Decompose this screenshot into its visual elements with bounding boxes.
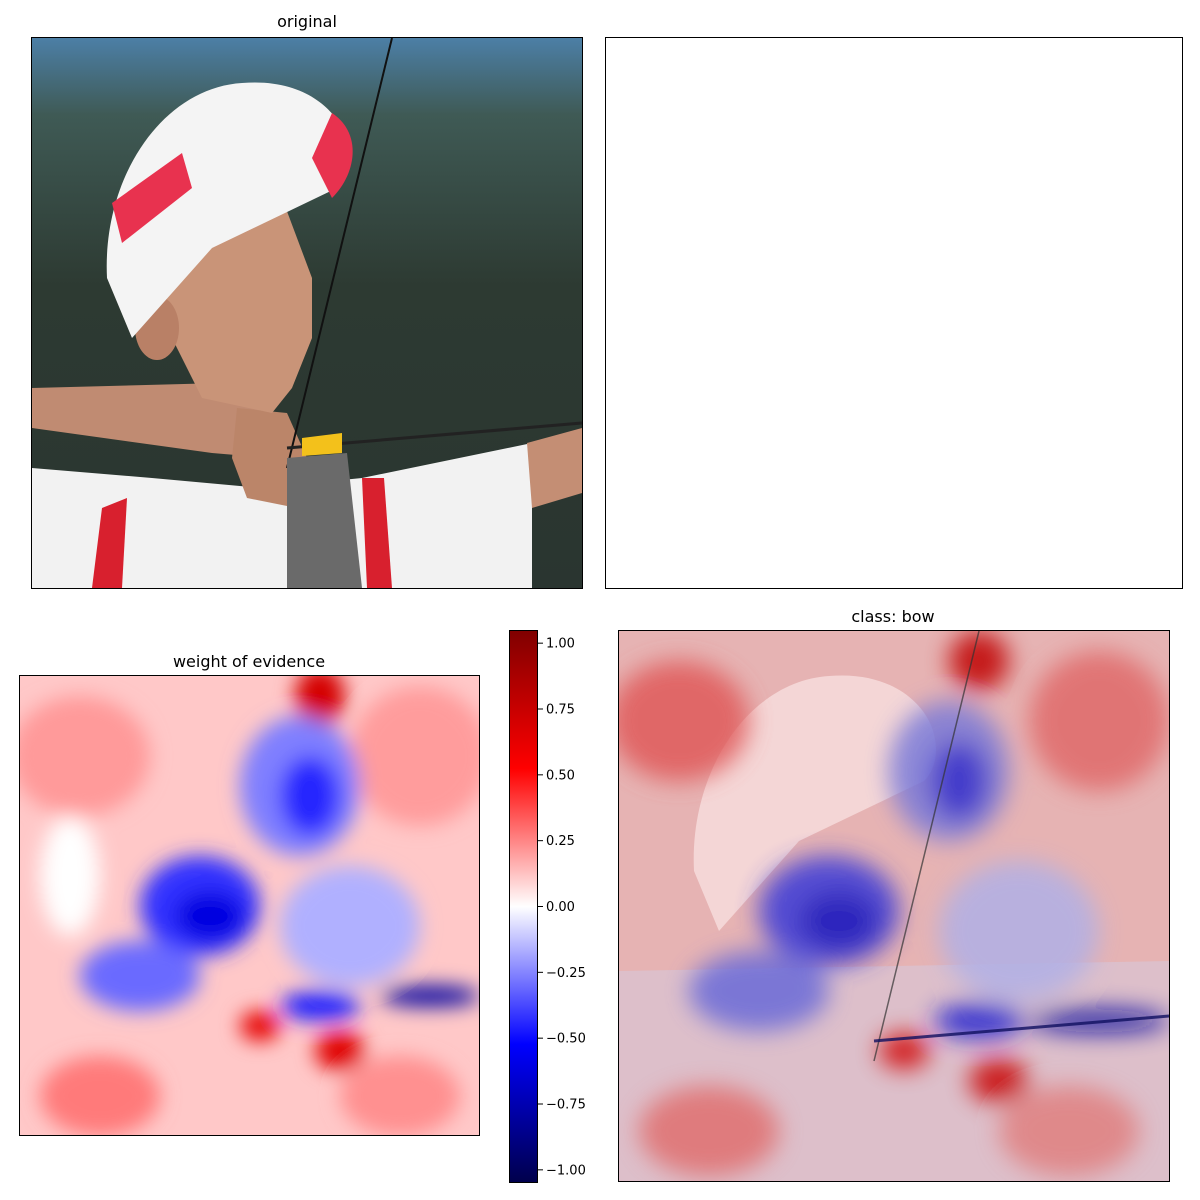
evidence-heatmap-panel: [19, 675, 480, 1136]
colorbar: [509, 630, 538, 1183]
original-panel-title: original: [277, 12, 337, 31]
colorbar-tick-label: 0.50: [546, 768, 575, 783]
colorbar-tick-label: 0.00: [546, 900, 575, 915]
empty-panel: [605, 37, 1183, 589]
evidence-panel-title: weight of evidence: [172, 652, 326, 671]
colorbar-tick-label: −1.00: [546, 1163, 586, 1178]
original-image-panel: [31, 37, 583, 589]
overlay-panel-title: class: bow: [851, 607, 935, 626]
colorbar-tick-label: 0.75: [546, 703, 575, 718]
evidence-heatmap: [20, 676, 479, 1135]
archer-photo: [32, 38, 582, 588]
colorbar-tick-label: 1.00: [546, 637, 575, 652]
overlay-heatmap: [619, 631, 1169, 1181]
colorbar-tick-label: −0.25: [546, 966, 586, 981]
colorbar-tick-label: 0.25: [546, 834, 575, 849]
colorbar-tick-label: −0.50: [546, 1032, 586, 1047]
overlay-panel: [618, 630, 1170, 1182]
colorbar-tick-label: −0.75: [546, 1098, 586, 1113]
